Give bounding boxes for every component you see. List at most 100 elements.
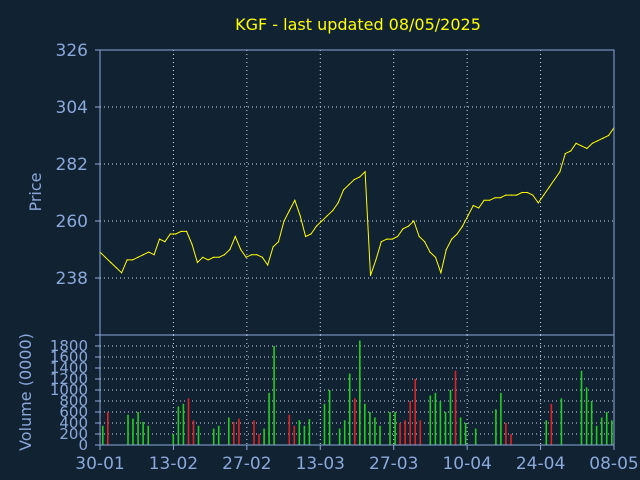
volume-bar — [238, 418, 240, 445]
price-point — [516, 194, 518, 196]
volume-tick-label: 1600 — [50, 348, 88, 366]
price-point — [548, 186, 550, 188]
volume-bar — [233, 421, 235, 445]
volume-bar — [142, 421, 144, 445]
price-point — [175, 233, 177, 235]
volume-bar — [127, 414, 129, 446]
volume-bar — [258, 434, 260, 445]
price-axis-label: Price — [26, 172, 45, 211]
price-point — [115, 267, 117, 269]
price-point — [478, 207, 480, 209]
price-point — [505, 194, 507, 196]
volume-bar — [505, 423, 507, 445]
price-point — [131, 259, 134, 261]
x-tick-label: 27-02 — [222, 454, 271, 474]
volume-bar — [394, 412, 396, 445]
price-point — [440, 272, 442, 274]
volume-tick-label: 1800 — [50, 337, 88, 355]
price-point — [456, 233, 458, 235]
price-line — [99, 127, 615, 276]
price-point — [332, 210, 334, 212]
price-point — [240, 248, 242, 251]
x-tick-label: 13-03 — [296, 454, 345, 474]
price-point — [277, 241, 280, 243]
price-point — [202, 256, 204, 258]
price-point — [342, 189, 345, 191]
volume-bar — [439, 401, 442, 445]
price-point — [234, 235, 236, 238]
volume-bar — [550, 403, 553, 446]
price-point — [445, 248, 447, 251]
volume-bar — [348, 373, 351, 445]
price-point — [391, 238, 393, 240]
price-point — [164, 241, 166, 243]
price-point — [121, 272, 123, 274]
price-point — [499, 197, 501, 199]
volume-bar — [147, 425, 149, 446]
volume-bar — [217, 425, 220, 446]
volume-bar — [107, 412, 109, 445]
price-point — [359, 176, 361, 178]
price-point — [526, 191, 529, 194]
price-point — [564, 153, 566, 155]
volume-bar — [212, 428, 215, 445]
price-point — [510, 194, 512, 196]
volume-bar — [399, 423, 401, 445]
price-point — [250, 254, 253, 256]
price-tick-label: 326 — [56, 41, 88, 61]
price-point — [245, 256, 247, 258]
volume-bar — [197, 425, 200, 446]
volume-bar — [474, 428, 477, 445]
x-tick-label: 08-05 — [589, 454, 638, 474]
x-tick-label: 13-02 — [149, 454, 198, 474]
volume-bar — [102, 425, 104, 446]
volume-bar — [374, 417, 376, 445]
price-point — [186, 230, 188, 232]
price-point — [137, 256, 139, 258]
volume-bar — [187, 398, 190, 446]
price-tick-label: 304 — [56, 98, 88, 118]
volume-bars — [102, 340, 613, 446]
price-point — [267, 264, 269, 266]
volume-bar — [288, 414, 291, 446]
x-tick-label: 30-01 — [75, 454, 124, 474]
volume-bar — [600, 417, 603, 445]
price-point — [191, 243, 193, 245]
volume-bar — [545, 420, 548, 446]
volume-tick-label: 1400 — [50, 359, 88, 377]
price-point — [288, 210, 290, 212]
volume-bar — [228, 417, 230, 445]
price-point — [353, 178, 355, 181]
price-point — [142, 254, 144, 256]
price-point — [294, 199, 296, 201]
price-point — [310, 233, 312, 235]
volume-bar — [590, 401, 593, 445]
volume-bar — [414, 379, 416, 445]
volume-bar — [268, 392, 270, 446]
price-point — [272, 246, 274, 248]
volume-tick-label: 800 — [59, 392, 88, 410]
volume-bar — [182, 403, 185, 446]
volume-bar — [354, 398, 356, 446]
price-point — [483, 199, 485, 201]
x-tick-label: 27-03 — [369, 454, 418, 474]
price-point — [521, 191, 523, 194]
volume-bar — [560, 398, 563, 446]
volume-bar — [611, 420, 613, 446]
price-point — [451, 238, 453, 240]
price-point — [537, 202, 539, 204]
price-tick-label: 282 — [56, 155, 88, 175]
price-point — [375, 259, 377, 261]
volume-tick-label: 0 — [78, 436, 88, 454]
volume-bar — [419, 420, 422, 446]
price-grid — [100, 50, 614, 335]
price-point — [429, 251, 431, 253]
volume-bar — [459, 417, 462, 445]
price-point — [570, 150, 572, 152]
volume-bar — [454, 370, 457, 446]
price-point — [153, 254, 155, 256]
price-point — [229, 248, 231, 251]
volume-bar — [137, 412, 139, 445]
price-point — [553, 178, 556, 181]
